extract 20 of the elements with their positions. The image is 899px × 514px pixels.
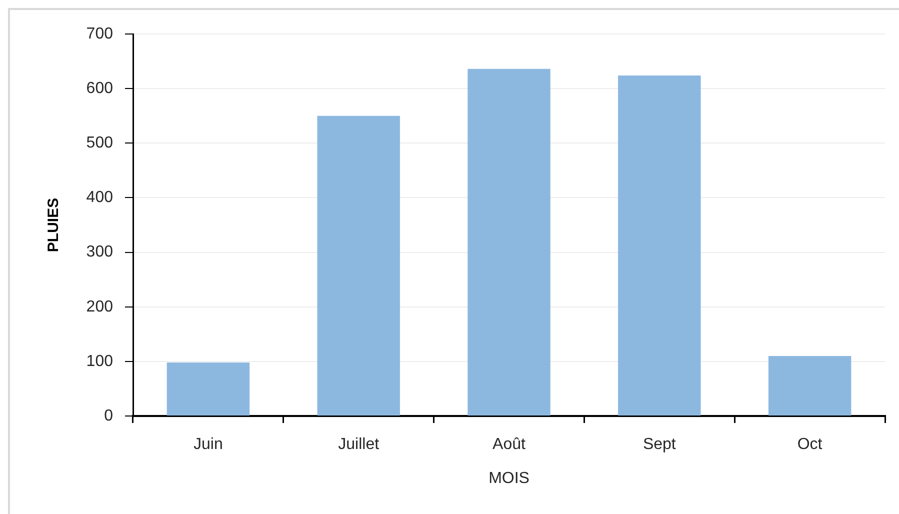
- x-tick-label: Juillet: [338, 436, 380, 454]
- bar: [768, 356, 852, 416]
- y-tick-label: 600: [86, 80, 114, 97]
- bar: [317, 116, 400, 416]
- x-tick-label: Oct: [797, 436, 823, 454]
- y-tick-label: 200: [86, 298, 114, 316]
- bar: [618, 75, 701, 416]
- x-tick-label: Août: [492, 436, 526, 454]
- y-tick-label: 0: [104, 407, 114, 424]
- bar: [166, 362, 250, 416]
- y-tick-label: 700: [86, 25, 114, 42]
- y-axis-title: PLUIES: [45, 198, 62, 252]
- y-tick-label: 300: [86, 244, 114, 261]
- y-tick-label: 500: [86, 134, 114, 152]
- y-tick-label: 100: [86, 352, 114, 370]
- y-tick-label: 400: [86, 189, 114, 206]
- bar: [468, 68, 550, 416]
- x-tick-label: Sept: [642, 436, 676, 454]
- x-axis-title: MOIS: [488, 470, 530, 487]
- x-tick-label: Juin: [194, 436, 223, 454]
